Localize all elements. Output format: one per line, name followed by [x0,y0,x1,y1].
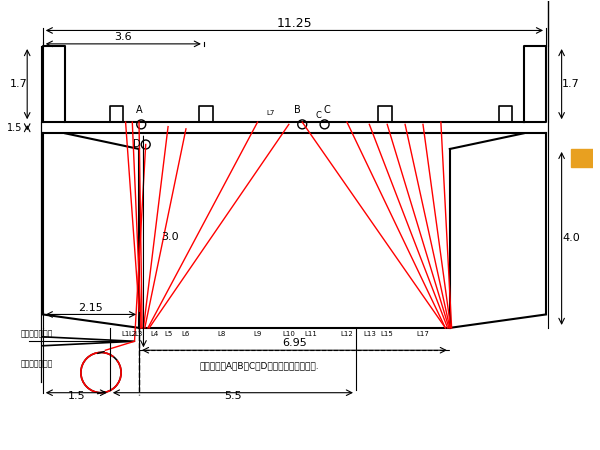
Text: 11.25: 11.25 [277,17,312,30]
Text: L10: L10 [283,331,295,337]
Text: 3.6: 3.6 [115,32,132,42]
Text: 1.5: 1.5 [68,392,85,401]
Text: L9: L9 [253,331,262,337]
Text: B: B [295,105,301,115]
Text: C: C [316,111,322,120]
Text: 主曲平衡方置线: 主曲平衡方置线 [20,359,53,368]
Text: 1.7: 1.7 [562,79,580,89]
Text: L13: L13 [363,331,376,337]
Text: L6: L6 [182,331,190,337]
Text: 6.95: 6.95 [282,338,307,348]
Text: A: A [136,105,142,115]
Text: L1: L1 [121,331,130,337]
Bar [571,149,598,167]
Text: L7: L7 [266,110,275,117]
Text: C: C [323,105,330,115]
Text: 备注：图中A、B、C、D四点为股绳轧芯位置.: 备注：图中A、B、C、D四点为股绳轧芯位置. [199,361,319,370]
Text: L15: L15 [381,331,394,337]
Text: L12: L12 [341,331,353,337]
Text: 1.5: 1.5 [7,123,22,133]
Text: L4: L4 [151,331,159,337]
Text: 主曲平衡吊索线: 主曲平衡吊索线 [20,330,53,339]
Text: 1.7: 1.7 [10,79,27,89]
Text: 3.0: 3.0 [161,232,179,242]
Text: L17: L17 [416,331,430,337]
Text: L8: L8 [218,331,226,337]
Text: D: D [133,139,140,149]
Text: L2: L2 [128,331,136,337]
Text: L5: L5 [164,331,172,337]
Text: 2.15: 2.15 [79,303,103,313]
Text: L11: L11 [305,331,317,337]
Text: L3: L3 [135,331,143,337]
Text: 5.5: 5.5 [224,392,242,401]
Text: 4.0: 4.0 [563,234,580,243]
